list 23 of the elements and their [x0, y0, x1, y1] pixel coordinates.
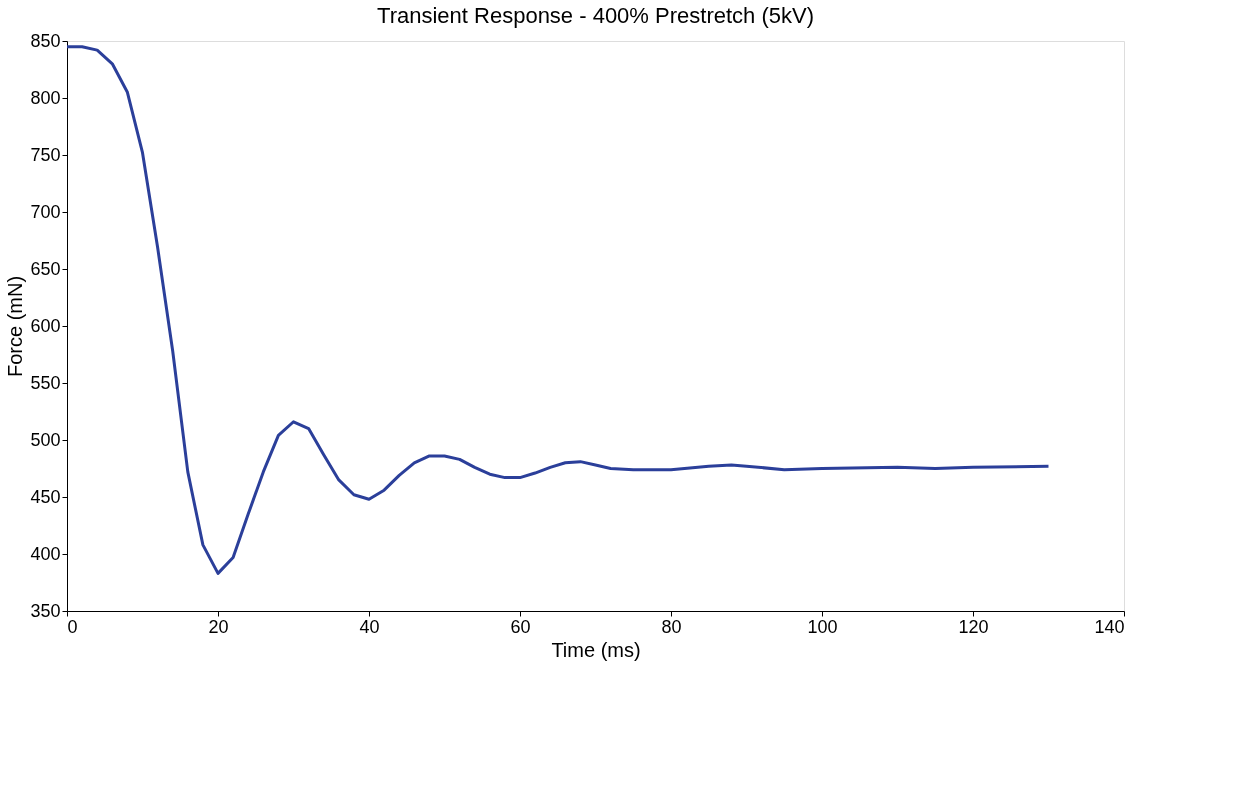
x-tick-label: 100	[807, 616, 838, 637]
chart-title: Transient Response - 400% Prestretch (5kV)	[377, 3, 814, 28]
y-tick-label: 450	[30, 486, 61, 507]
y-tick-label: 700	[30, 201, 61, 222]
y-tick-label: 750	[30, 144, 61, 165]
line-series	[65, 45, 1050, 575]
x-tick-label: 140	[1094, 616, 1125, 637]
y-tick-label: 350	[30, 600, 61, 621]
y-tick-label: 850	[30, 30, 61, 51]
x-tick-label: 0	[67, 616, 78, 637]
y-tick-label: 550	[30, 372, 61, 393]
y-tick-label: 800	[30, 87, 61, 108]
y-tick-label: 600	[30, 315, 61, 336]
y-tick-label: 500	[30, 429, 61, 450]
x-tick-label: 120	[958, 616, 989, 637]
x-tick-label: 20	[208, 616, 229, 637]
y-axis-title: Force (mN)	[4, 275, 27, 378]
x-tick-label: 80	[661, 616, 682, 637]
x-tick-label: 40	[359, 616, 380, 637]
x-axis-title: Time (ms)	[551, 638, 641, 661]
y-tick-label: 650	[30, 258, 61, 279]
y-tick-label: 400	[30, 543, 61, 564]
x-tick-label: 60	[510, 616, 531, 637]
